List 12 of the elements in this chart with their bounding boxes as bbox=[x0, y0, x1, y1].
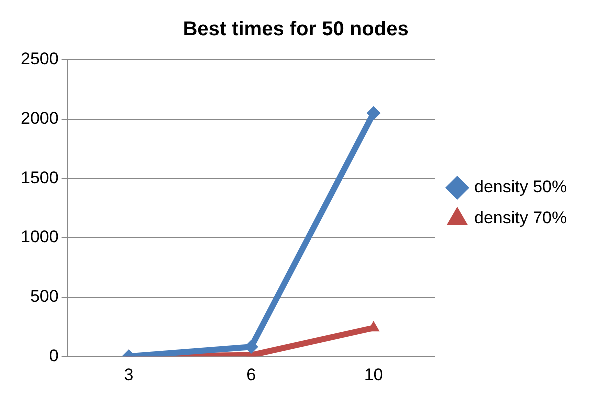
y-tick-label: 1000 bbox=[20, 228, 59, 247]
legend-label: density 70% bbox=[474, 208, 568, 228]
chart-title: Best times for 50 nodes bbox=[183, 18, 409, 41]
y-tick-label: 1500 bbox=[20, 168, 59, 188]
y-tick-label: 0 bbox=[49, 346, 59, 366]
x-tick-label: 3 bbox=[124, 365, 134, 384]
x-tick-label: 6 bbox=[246, 365, 256, 384]
y-tick-label: 500 bbox=[30, 286, 59, 306]
y-tick-label: 2000 bbox=[20, 109, 59, 128]
y-tick-label: 2500 bbox=[20, 50, 59, 69]
legend-label: density 50% bbox=[474, 178, 568, 197]
x-tick-label: 10 bbox=[364, 365, 384, 384]
